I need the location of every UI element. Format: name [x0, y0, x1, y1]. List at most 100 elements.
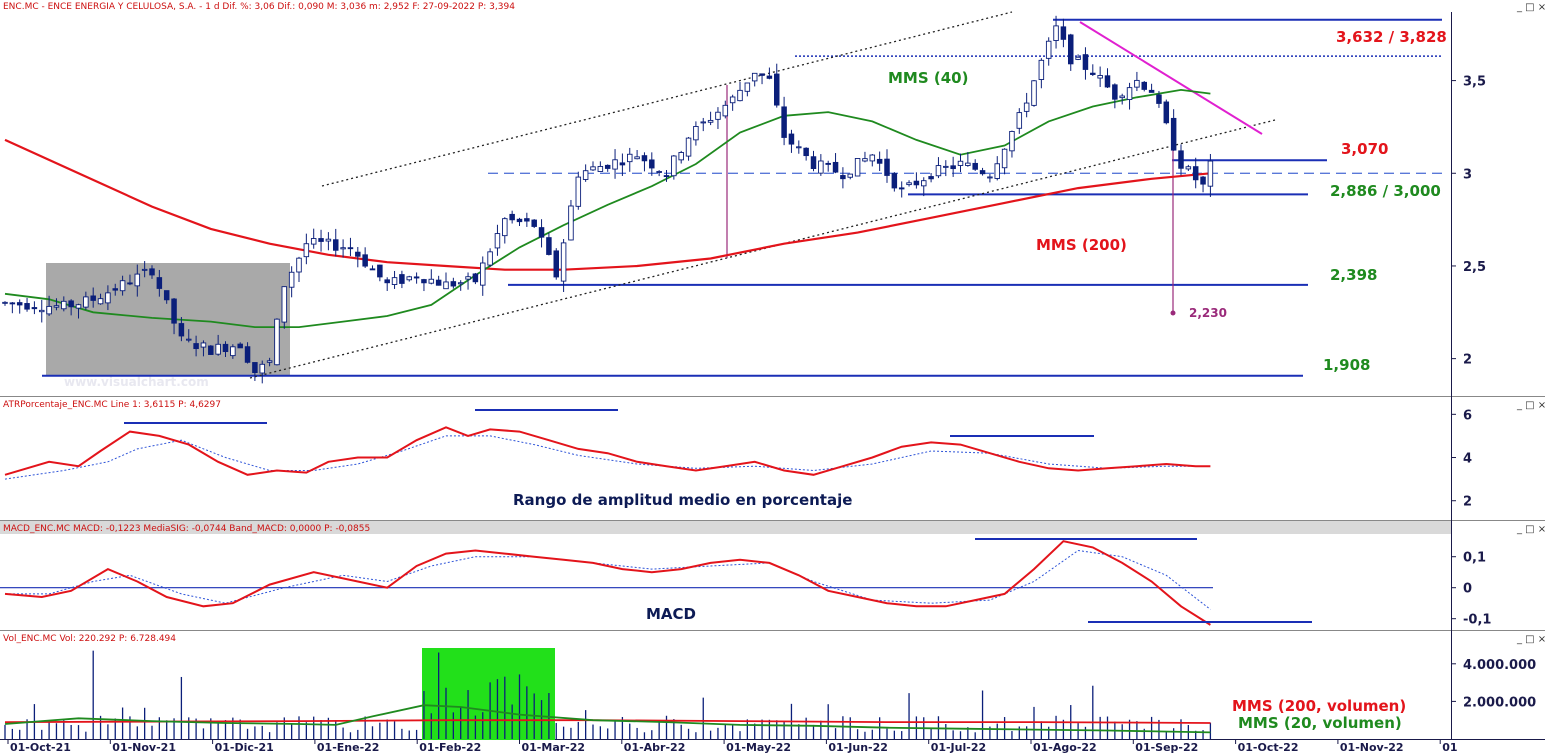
candle-body	[237, 343, 243, 349]
candle-body	[641, 155, 648, 162]
candle-body	[825, 162, 831, 165]
x-tick-label: 01-Jul-22	[931, 741, 986, 753]
candle-body	[450, 281, 457, 287]
candle-body	[1148, 89, 1155, 93]
price-tick-label: 3,5	[1463, 75, 1486, 90]
candle-body	[428, 278, 435, 284]
candle-body	[1031, 80, 1037, 106]
x-tick-label: 01-Dic-21	[215, 741, 274, 753]
candle-body	[340, 247, 346, 250]
candle-body	[97, 298, 104, 305]
candle-body	[39, 309, 45, 313]
candle-body	[362, 254, 368, 267]
candle-body	[1163, 101, 1170, 124]
candle-body	[318, 238, 324, 242]
candle-body	[149, 268, 155, 276]
volume-header: Vol_ENC.MC Vol: 220.292 P: 6.728.494	[3, 634, 176, 644]
x-tick-label: 01-Feb-22	[419, 741, 481, 753]
candle-body	[1090, 72, 1096, 75]
candle-body	[1200, 176, 1206, 185]
price-level-lines	[42, 11, 1442, 379]
volume-moving-averages	[4, 704, 1211, 734]
lower-channel-line	[249, 119, 1276, 379]
price-header: ENC.MC - ENCE ENERGIA Y CELULOSA, S.A. -…	[3, 2, 515, 12]
candle-body	[663, 175, 670, 178]
window-controls-volume[interactable]: _ □ ×	[1516, 634, 1545, 645]
candle-body	[1097, 75, 1103, 79]
window-controls-macd[interactable]: _ □ ×	[1516, 524, 1545, 535]
level-label-mid: 2,886 / 3,000	[1330, 182, 1441, 200]
candle-body	[90, 295, 96, 301]
candle-body	[612, 159, 618, 170]
candle-body	[325, 238, 332, 242]
candle-body	[112, 288, 118, 291]
candle-body	[781, 106, 787, 138]
candle-body	[707, 119, 714, 123]
macd-y-ticks: 0,1 0 -0,1	[1451, 551, 1491, 628]
price-tick-label: 3	[1463, 167, 1472, 182]
candle-body	[854, 158, 861, 177]
candle-body	[972, 162, 978, 170]
candle-body	[531, 219, 537, 227]
candle-body	[347, 247, 354, 250]
candle-body	[516, 218, 523, 223]
candle-body	[46, 305, 52, 315]
target-marker	[1170, 310, 1176, 316]
atr-line	[4, 426, 1211, 476]
window-controls-atr[interactable]: _ □ ×	[1516, 400, 1545, 411]
candle-body	[898, 187, 905, 190]
candle-body	[230, 346, 236, 357]
candle-body	[296, 257, 302, 273]
candle-body	[1134, 79, 1140, 88]
candle-body	[700, 121, 707, 124]
atr-tick-label: 2	[1463, 495, 1472, 510]
candle-body	[597, 166, 604, 172]
candle-body	[869, 154, 876, 162]
x-tick-label: 01-Ene-22	[317, 741, 380, 753]
candle-body	[560, 242, 567, 282]
candle-body	[134, 273, 141, 287]
candle-body	[759, 73, 765, 76]
candle-body	[524, 218, 530, 222]
candle-body	[1192, 166, 1199, 181]
mms200-label: MMS (200)	[1036, 236, 1127, 254]
candle-body	[906, 182, 912, 186]
candle-body	[876, 158, 883, 164]
volume-y-ticks: 4.000.000 2.000.000	[1451, 658, 1536, 710]
candle-body	[369, 268, 376, 271]
candle-body	[377, 264, 383, 278]
atr-panel-label: Rango de amplitud medio en porcentaje	[513, 491, 852, 509]
candle-body	[1126, 87, 1133, 100]
window-controls-price[interactable]: _ □ ×	[1516, 2, 1545, 13]
candle-body	[399, 274, 405, 284]
x-tick-label: 01-Abr-22	[624, 741, 686, 753]
candle-body	[171, 298, 177, 324]
candle-body	[796, 146, 802, 149]
x-axis-ticks: 01-Oct-21 01-Nov-21 01-Dic-21 01-Ene-22 01-F…	[7, 739, 1458, 753]
volume-tick-label: 2.000.000	[1463, 695, 1536, 710]
candle-body	[619, 162, 626, 166]
candle-body	[1141, 81, 1147, 90]
candle-body	[509, 213, 515, 221]
candle-body	[722, 104, 729, 117]
candle-body	[222, 343, 229, 353]
macd-line	[4, 540, 1211, 626]
candle-body	[1001, 148, 1008, 169]
x-tick-label: 01-Nov-22	[1340, 741, 1404, 753]
candle-body	[1156, 94, 1162, 104]
candle-body	[774, 73, 780, 106]
candle-body	[355, 251, 361, 257]
candle-body	[193, 343, 199, 350]
candle-body	[832, 161, 839, 173]
candle-body	[1067, 34, 1074, 65]
candle-body	[465, 276, 471, 280]
candle-body	[105, 292, 111, 304]
candle-body	[1170, 117, 1177, 151]
candle-body	[546, 237, 552, 255]
macd-lines	[0, 538, 1312, 626]
candle-body	[1075, 56, 1081, 60]
candle-body	[421, 279, 427, 284]
candle-body	[472, 273, 479, 283]
macd-panel-label: MACD	[646, 605, 696, 623]
